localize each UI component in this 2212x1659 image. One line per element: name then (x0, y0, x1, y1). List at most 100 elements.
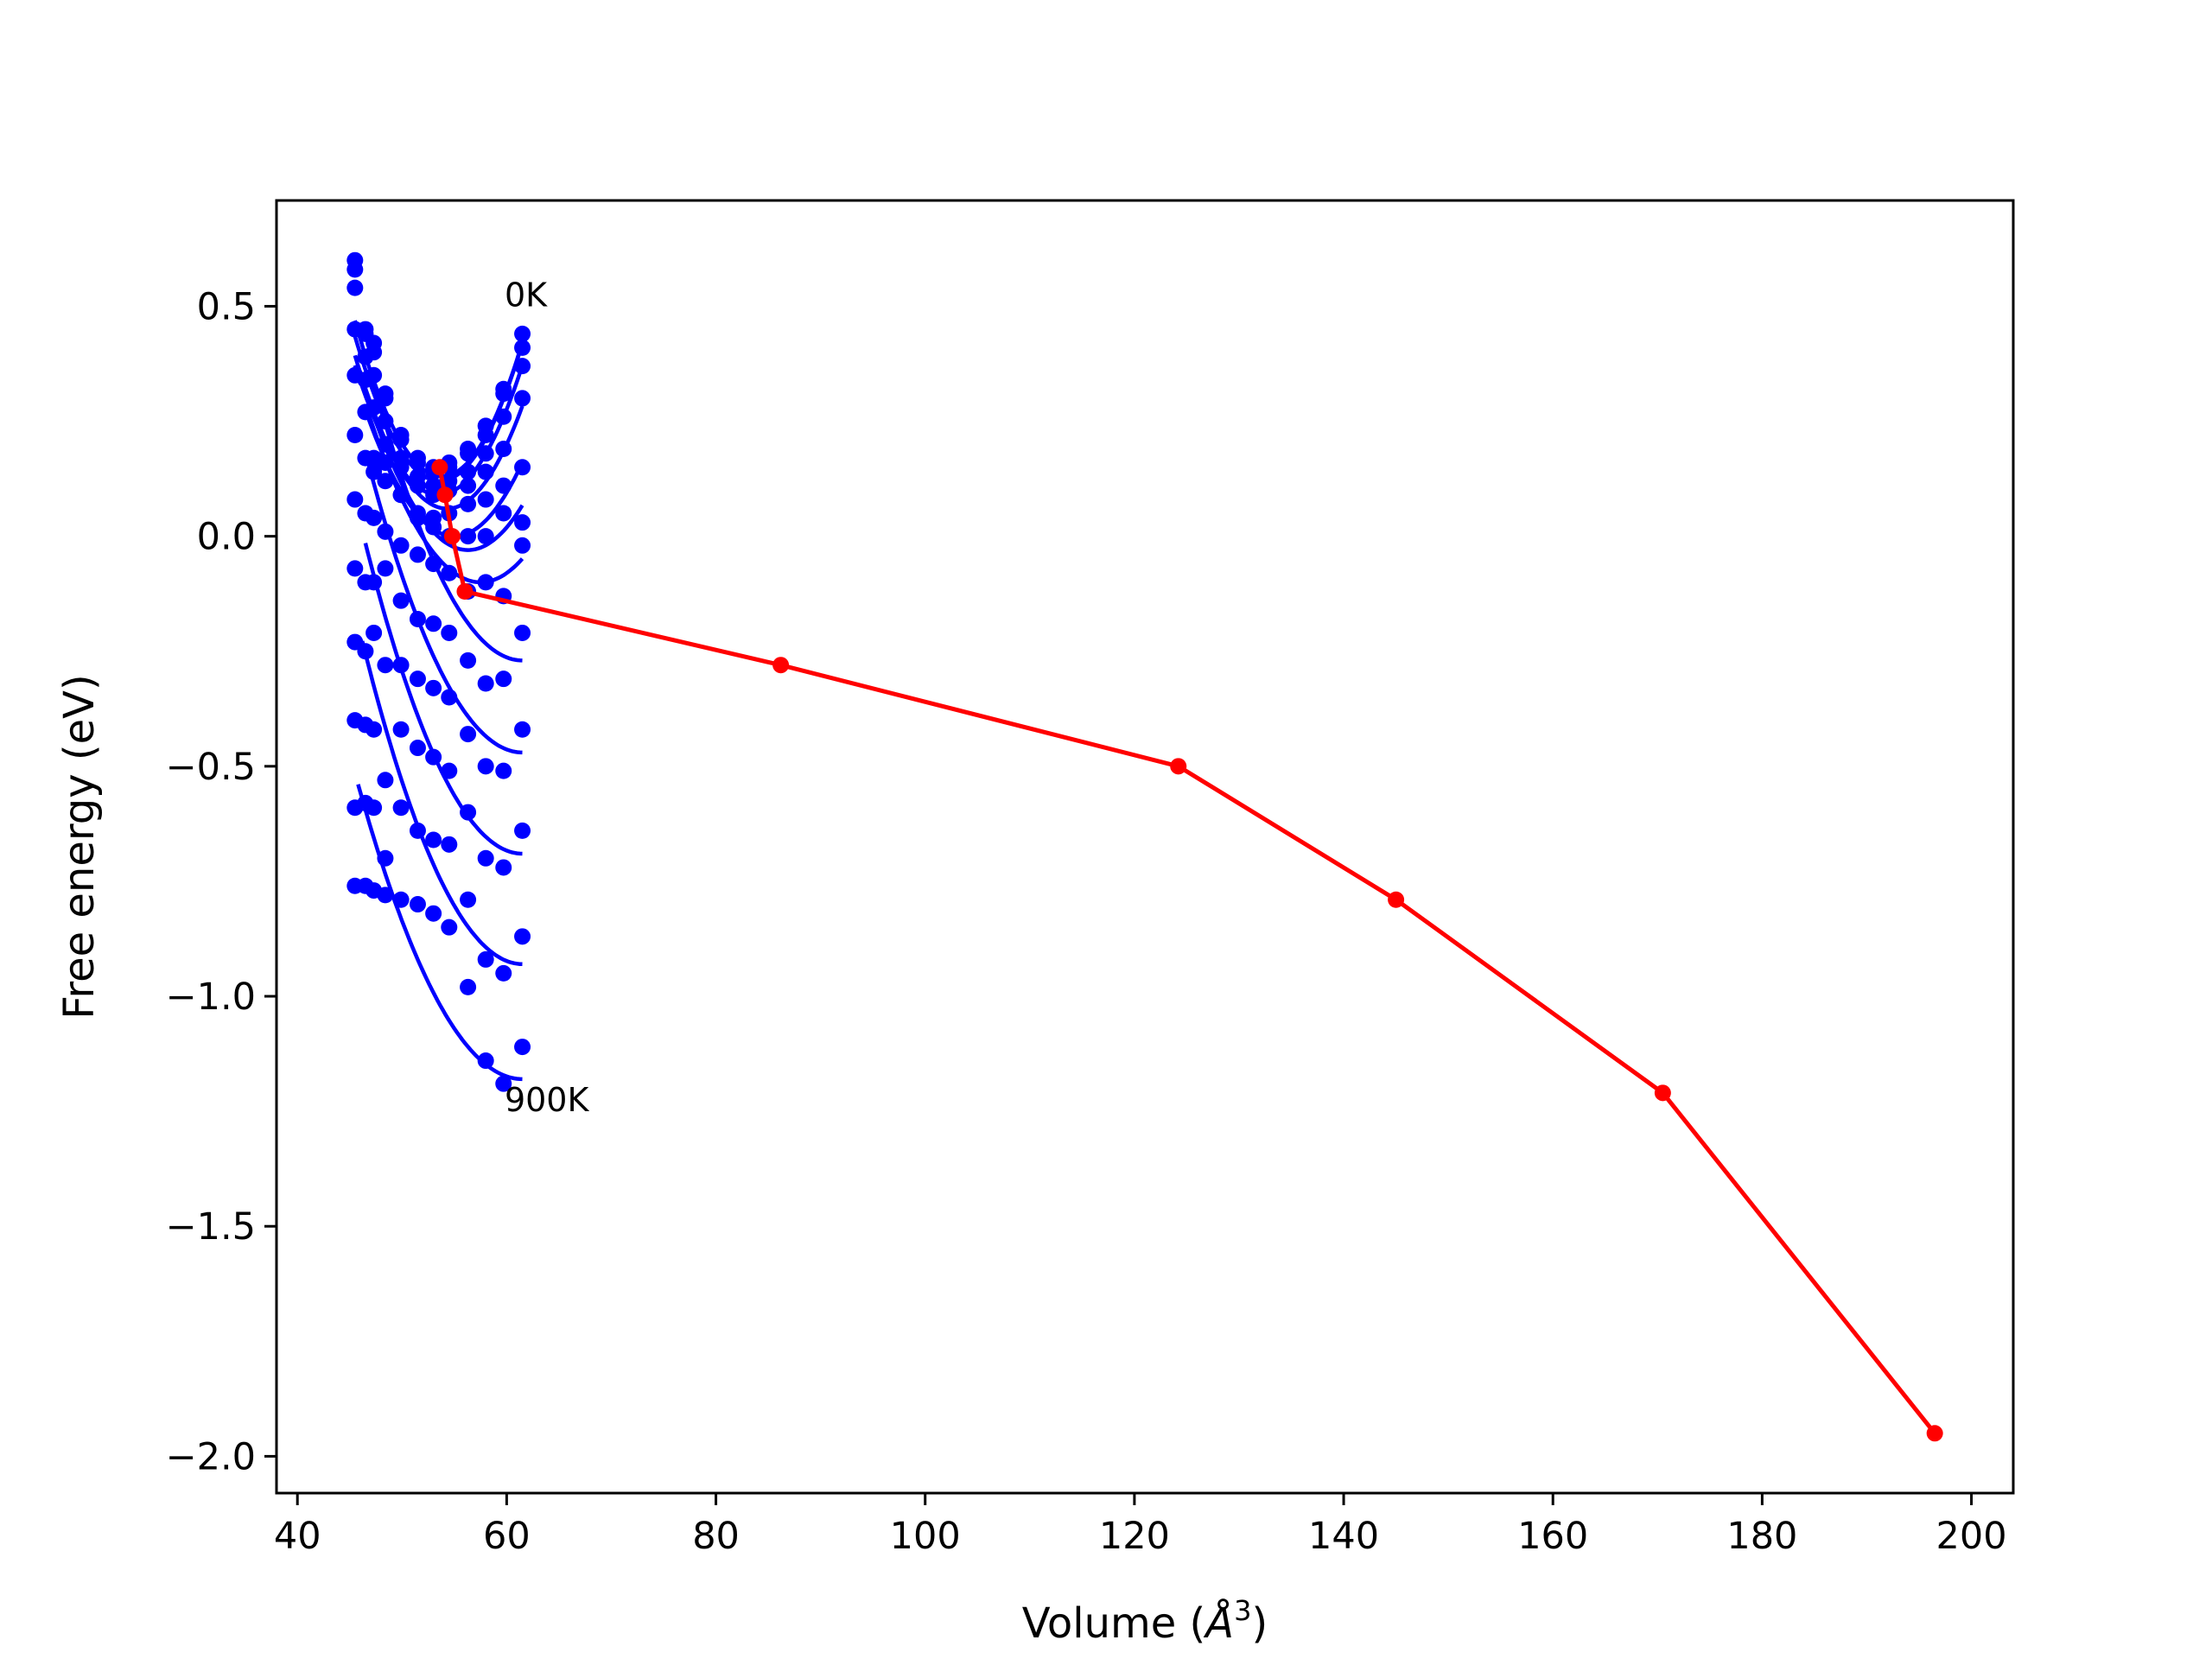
equilibrium-point (1170, 758, 1187, 775)
isotherm-data-point (392, 891, 410, 908)
isotherm-data-point (425, 679, 442, 696)
isotherm-data-point (495, 385, 512, 403)
isotherm-data-point (495, 477, 512, 494)
isotherm-data-point (514, 325, 531, 342)
isotherm-data-point (409, 671, 426, 688)
isotherm-fit-line (353, 354, 524, 511)
isotherm-data-point (495, 1075, 512, 1092)
isotherm-data-point (392, 537, 410, 554)
isotherm-data-point (514, 1039, 531, 1056)
x-tick-label: 180 (1726, 1515, 1797, 1558)
isotherm-data-point (477, 491, 494, 508)
y-tick-label: −2.0 (166, 1435, 256, 1478)
isotherm-data-point (377, 657, 394, 674)
x-tick-label: 160 (1517, 1515, 1588, 1558)
isotherm-data-point (441, 689, 458, 706)
isotherm-data-point (357, 348, 374, 365)
x-tick-label: 100 (890, 1515, 961, 1558)
isotherm-data-point (425, 518, 442, 536)
isotherm-data-point (495, 505, 512, 522)
isotherm-data-point (460, 652, 477, 669)
isotherm-data-point (460, 495, 477, 512)
y-tick-label: −1.5 (166, 1205, 256, 1249)
isotherm-data-point (514, 537, 531, 554)
isotherm-data-point (460, 463, 477, 480)
isotherm-data-point (392, 431, 410, 448)
x-axis-ticks: 40 60 80 100 120 140 160 180 200 (274, 1493, 2007, 1558)
y-tick-label: −0.5 (166, 746, 256, 789)
equilibrium-point (1926, 1425, 1943, 1442)
isotherm-data-point (346, 261, 364, 278)
isotherm-data-point (377, 560, 394, 577)
y-tick-label: −1.0 (166, 976, 256, 1019)
equilibrium-point (772, 657, 790, 674)
isotherm-data-point (425, 905, 442, 922)
isotherm-data-point (346, 279, 364, 296)
isotherm-data-point (409, 822, 426, 839)
isotherm-data-point (477, 1052, 494, 1070)
isotherm-data-point (460, 804, 477, 821)
isotherm-data-point (392, 721, 410, 738)
isotherm-data-point (477, 427, 494, 444)
x-axis-label-close: ) (1251, 1599, 1268, 1648)
isotherm-data-point (441, 836, 458, 853)
isotherm-data-point (409, 477, 426, 494)
equilibrium-point (1654, 1084, 1671, 1102)
isotherm-data-point (365, 721, 383, 738)
isotherm-data-point (495, 671, 512, 688)
isotherm-data-point (409, 740, 426, 757)
isotherm-data-point (514, 459, 531, 476)
temperature-annotation: 900K (505, 1081, 590, 1119)
x-axis-label: Volume (Å3) (1022, 1594, 1268, 1648)
isotherm-data-point (441, 624, 458, 641)
isotherm-data-point (514, 339, 531, 356)
equilibrium-series (431, 459, 1943, 1442)
isotherm-data-point (495, 440, 512, 457)
isotherm-data-point (477, 849, 494, 867)
annotations: 0K 900K (505, 276, 590, 1119)
isotherm-data-point (514, 624, 531, 641)
isotherm-data-point (357, 449, 374, 467)
isotherm-data-point (460, 891, 477, 908)
isotherm-data-point (377, 772, 394, 789)
equilibrium-point (431, 459, 448, 476)
equilibrium-point (443, 528, 461, 545)
isotherm-data-point (346, 321, 364, 338)
isotherm-data-point (477, 445, 494, 462)
isotherm-data-point (495, 964, 512, 982)
isotherm-data-point (365, 799, 383, 817)
isotherm-data-point (514, 514, 531, 531)
isotherm-data-point (477, 463, 494, 480)
isotherm-data-point (460, 978, 477, 995)
isotherm-fit-line (368, 370, 523, 663)
x-axis-label-exponent: 3 (1234, 1594, 1251, 1627)
isotherm-data-point (514, 358, 531, 375)
x-tick-label: 200 (1936, 1515, 2007, 1558)
equilibrium-point (436, 486, 454, 504)
equilibrium-point (456, 583, 474, 601)
isotherm-data-point (346, 560, 364, 577)
isotherm-data-point (477, 528, 494, 545)
isotherm-data-point (460, 528, 477, 545)
isotherm-data-point (409, 546, 426, 563)
isotherm-data-point (460, 445, 477, 462)
isotherm-data-point (514, 721, 531, 738)
isotherm-data-point (425, 615, 442, 632)
isotherm-data-point (365, 509, 383, 526)
isotherm-data-point (460, 477, 477, 494)
x-tick-label: 120 (1099, 1515, 1170, 1558)
x-tick-label: 60 (483, 1515, 531, 1558)
isotherm-data-point (495, 762, 512, 779)
temperature-annotation: 0K (505, 276, 548, 314)
isotherm-data-point (377, 473, 394, 490)
x-axis-label-text: Volume ( (1022, 1599, 1206, 1648)
y-tick-label: 0.0 (197, 516, 256, 559)
isotherm-data-point (495, 408, 512, 425)
isotherm-data-point (514, 822, 531, 839)
plot-frame (275, 199, 2015, 1495)
isotherm-data-point (495, 859, 512, 876)
isotherm-data-point (346, 491, 364, 508)
equilibrium-point (1388, 891, 1405, 908)
